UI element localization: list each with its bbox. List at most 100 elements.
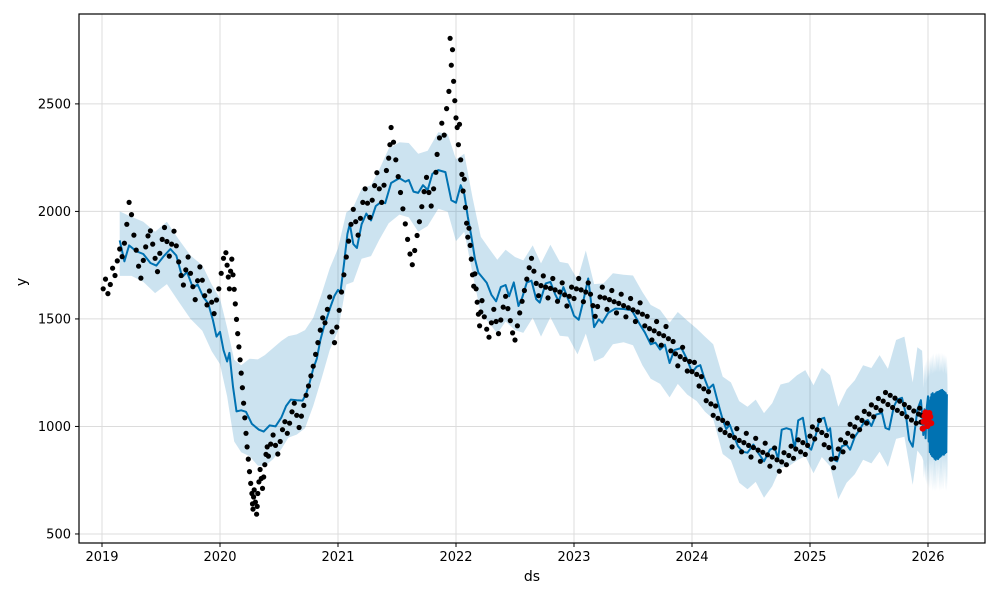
observed-points [100,35,925,517]
data-point [386,155,392,161]
data-point [769,454,775,460]
data-point [282,419,288,425]
data-point [901,401,908,408]
x-axis-label: ds [524,569,540,585]
data-point [409,262,415,268]
data-point [255,490,261,497]
data-point [727,432,733,439]
data-point [459,171,465,177]
data-point [462,204,468,211]
data-point [369,197,375,203]
data-point [540,273,546,279]
data-point [701,386,707,392]
data-point [488,320,494,326]
data-point [357,215,363,221]
data-point [405,236,411,242]
data-point [436,135,443,141]
data-point [757,458,764,464]
data-point [449,47,456,53]
data-point [225,274,231,280]
data-point [609,287,615,294]
data-point [121,240,127,246]
data-point [885,401,891,408]
data-point [298,413,304,419]
data-point [161,224,168,231]
data-point [899,410,905,417]
data-point [178,272,184,279]
data-point [259,485,266,491]
data-point [486,334,492,340]
data-point [557,289,563,295]
data-point [315,340,321,346]
x-tick-label: 2020 [203,550,236,565]
data-point [453,115,459,121]
data-point [107,281,113,288]
data-point [180,282,186,288]
data-point [689,369,695,375]
data-point [289,409,295,415]
data-point [465,234,471,240]
data-point [284,430,290,436]
data-point [362,186,368,192]
data-point [279,427,286,433]
x-tick-label: 2019 [85,550,118,565]
data-point [262,462,268,468]
data-point [414,232,420,239]
data-point [585,280,591,286]
data-point [133,247,139,253]
data-point [819,429,825,436]
data-point [100,286,106,292]
data-point [875,395,882,402]
data-point [705,389,712,395]
data-point [630,307,636,313]
data-point [580,299,587,305]
anomaly-point [927,413,934,420]
data-point [649,337,655,343]
data-point [190,284,196,290]
data-point [904,414,910,420]
data-point [564,303,570,309]
data-point [710,412,716,418]
data-point [760,449,766,455]
data-point [696,383,702,389]
data-point [199,277,205,283]
data-point [343,254,349,260]
data-point [845,430,851,436]
data-point [291,400,297,406]
data-point [434,151,440,157]
data-point [467,242,473,248]
data-point [317,327,323,333]
uncertainty-band [119,132,948,500]
data-point [854,415,860,421]
data-point [239,385,245,391]
data-point [873,404,879,411]
data-point [767,463,773,469]
data-point [336,307,342,313]
data-point [571,295,577,302]
data-point [117,246,123,252]
data-point [788,443,794,449]
data-point [755,447,761,453]
data-point [204,302,210,308]
data-point [461,176,467,182]
data-point [102,276,109,282]
data-point [833,455,839,461]
data-point [446,88,452,94]
data-point [223,250,229,256]
data-point [265,453,271,459]
data-point [906,404,912,411]
y-tick-label: 1000 [38,420,71,435]
data-point [821,442,827,448]
data-point [140,257,146,263]
data-point [455,142,461,148]
data-point [656,331,662,337]
data-point [152,255,158,261]
data-point [268,441,274,447]
data-point [187,270,194,276]
data-point [197,264,203,270]
data-point [524,276,530,282]
data-point [646,326,653,332]
data-point [236,344,242,350]
data-point [301,402,307,408]
data-point [230,272,236,278]
